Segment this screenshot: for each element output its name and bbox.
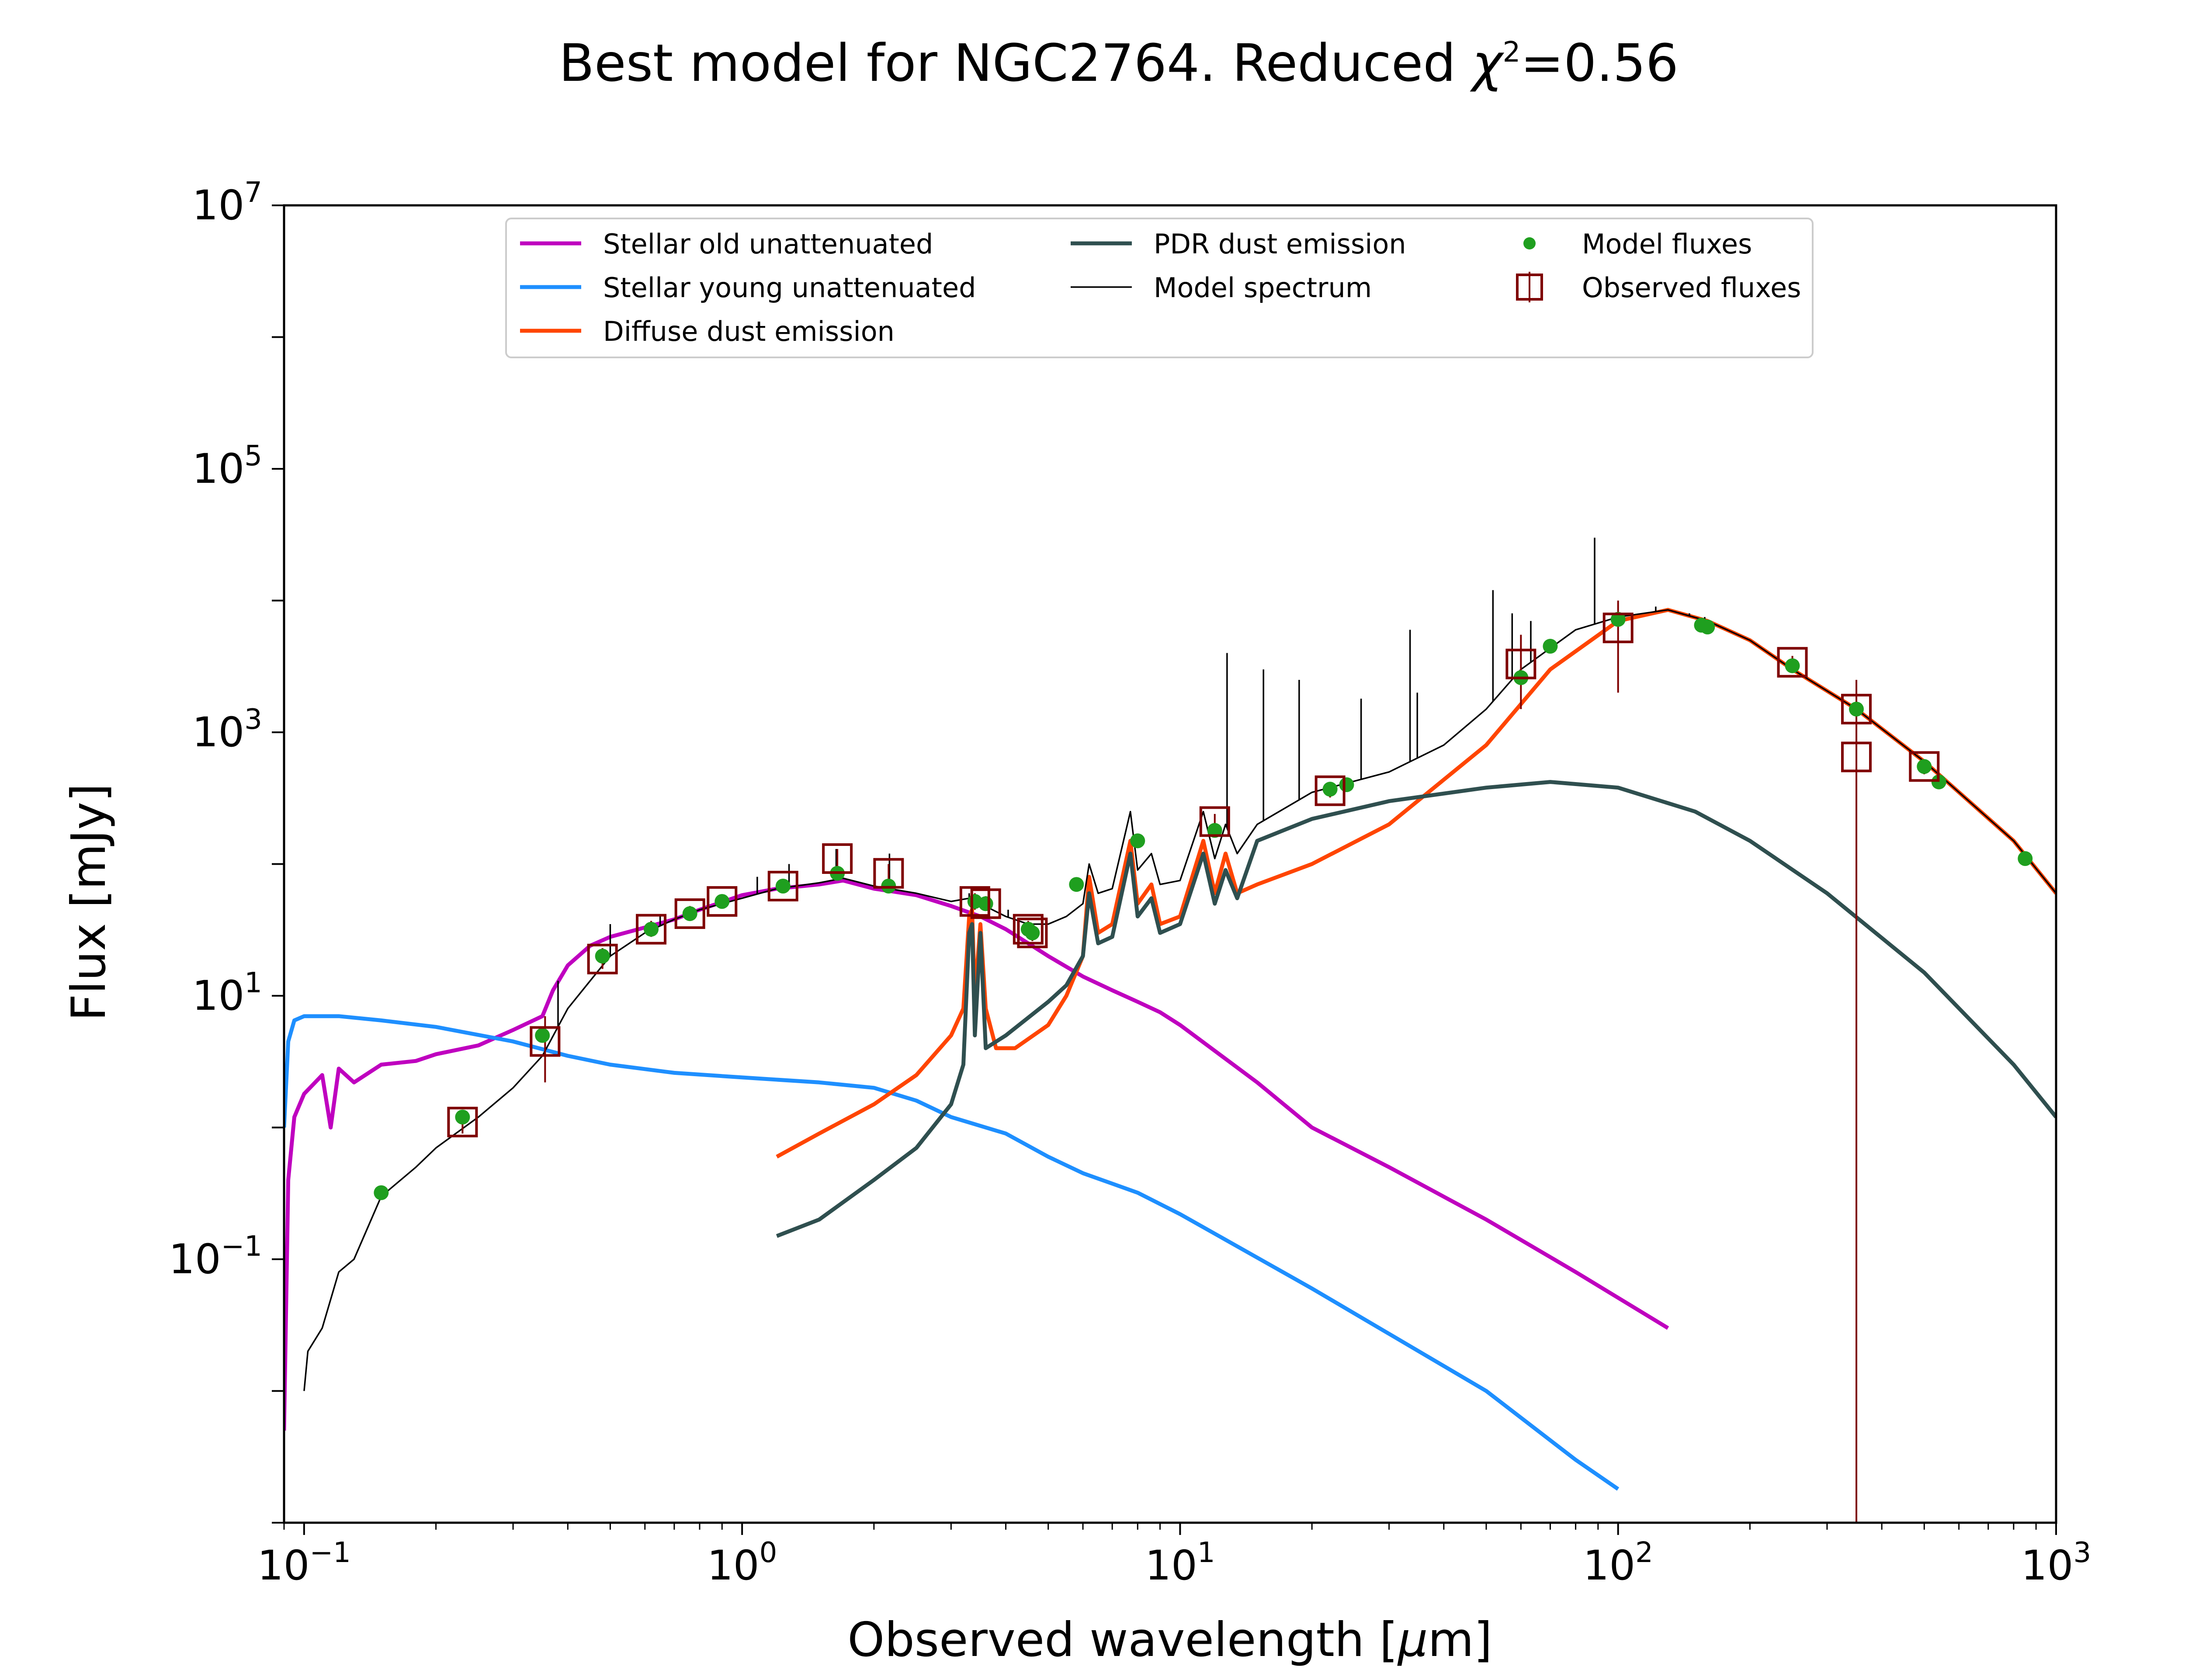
legend-box (505, 218, 1814, 358)
observed-flux-marker (970, 888, 1001, 919)
model-flux-point (535, 1028, 550, 1043)
axes: 10−1 100 101 102 103 10−1 101 103 105 107 (169, 177, 2091, 1590)
model-flux-point (595, 949, 610, 964)
model-flux-point (1610, 612, 1626, 627)
observed-flux-marker (1505, 648, 1536, 679)
model-flux-point (1917, 759, 1932, 774)
model-flux-point (1700, 619, 1715, 634)
model-flux-point (1322, 782, 1338, 797)
model-flux-point (775, 878, 791, 894)
model-flux-point (714, 894, 730, 909)
model-flux-point (1130, 833, 1145, 849)
observed-flux-marker (1017, 918, 1048, 949)
model-flux-point (1785, 658, 1800, 673)
observed-flux-marker (447, 1107, 478, 1138)
x-tick-label: 102 (1583, 1537, 1653, 1590)
legend-label-model-spectrum: Model spectrum (1154, 272, 1372, 304)
legend-label-stellar-young-unattenuated: Stellar young unattenuated (603, 272, 976, 304)
model-flux-point (1069, 877, 1084, 892)
observed-flux-marker (530, 1026, 561, 1057)
model-flux-point (1339, 777, 1354, 792)
legend-label-stellar-old-unattenuated: Stellar old unattenuated (603, 228, 933, 260)
model-flux-point (682, 906, 697, 921)
series-line-stellar-old-unattenuated (284, 878, 1669, 1431)
series-line-model-spectrum (303, 609, 2056, 1391)
observed-flux-marker (1841, 741, 1872, 772)
legend-handle-model-fluxes (1523, 237, 1536, 249)
observed-flux-marker (959, 886, 990, 917)
x-tick-label: 101 (1145, 1537, 1215, 1590)
observed-flux-marker (674, 898, 705, 929)
y-tick-label: 107 (192, 177, 262, 229)
model-flux-point (1025, 925, 1040, 941)
y-tick-label: 103 (192, 703, 262, 756)
x-tick-label: 103 (2021, 1537, 2091, 1590)
legend: Stellar old unattenuated Stellar young un… (505, 218, 1814, 358)
observed-flux-marker (1314, 775, 1346, 806)
observed-flux-marker (587, 943, 618, 974)
model-flux-point (1207, 823, 1222, 838)
model-flux-point (374, 1185, 389, 1200)
model-flux-point (978, 896, 993, 911)
series-line-stellar-young-unattenuated (284, 1014, 1620, 1491)
model-flux-point (644, 921, 659, 937)
observed-flux-marker (1602, 613, 1634, 644)
observed-flux-marker (707, 886, 738, 917)
y-tick-label: 10−1 (169, 1230, 262, 1283)
model-flux-point (455, 1109, 470, 1125)
chart-title: Best model for NGC2764. Reduced χ2=0.56 (559, 33, 1679, 93)
model-flux-point (1849, 701, 1864, 717)
legend-label-pdr-dust-emission: PDR dust emission (1154, 228, 1406, 260)
y-tick-label: 101 (192, 967, 262, 1020)
series-line-pdr-dust-emission (776, 780, 2056, 1238)
observed-flux-marker (822, 843, 853, 874)
observed-flux-marker (873, 858, 904, 889)
observed-flux-marker (1841, 693, 1872, 724)
plot-clip-group (284, 537, 2056, 1523)
model-flux-point (1931, 774, 1946, 790)
observed-flux-marker (636, 914, 667, 945)
observed-flux-marker (1199, 806, 1230, 837)
observed-flux-marker (1909, 751, 1940, 782)
x-tick-label: 100 (707, 1537, 777, 1590)
y-axis-label: Flux [mJy] (62, 783, 116, 1021)
observed-flux-marker (1013, 914, 1044, 945)
legend-label-model-fluxes: Model fluxes (1582, 228, 1752, 260)
x-axis-label: Observed wavelength [μm] (847, 1613, 1492, 1667)
observed-flux-marker (1777, 647, 1808, 678)
legend-label-diffuse-dust-emission: Diffuse dust emission (603, 315, 895, 347)
legend-label-observed-fluxes: Observed fluxes (1582, 272, 1801, 304)
plot-area (284, 537, 2056, 1523)
y-tick-label: 105 (192, 440, 262, 493)
model-flux-point (1543, 639, 1558, 654)
x-tick-label: 10−1 (257, 1537, 351, 1590)
model-flux-point (2018, 851, 2033, 866)
observed-flux-marker (767, 870, 798, 901)
